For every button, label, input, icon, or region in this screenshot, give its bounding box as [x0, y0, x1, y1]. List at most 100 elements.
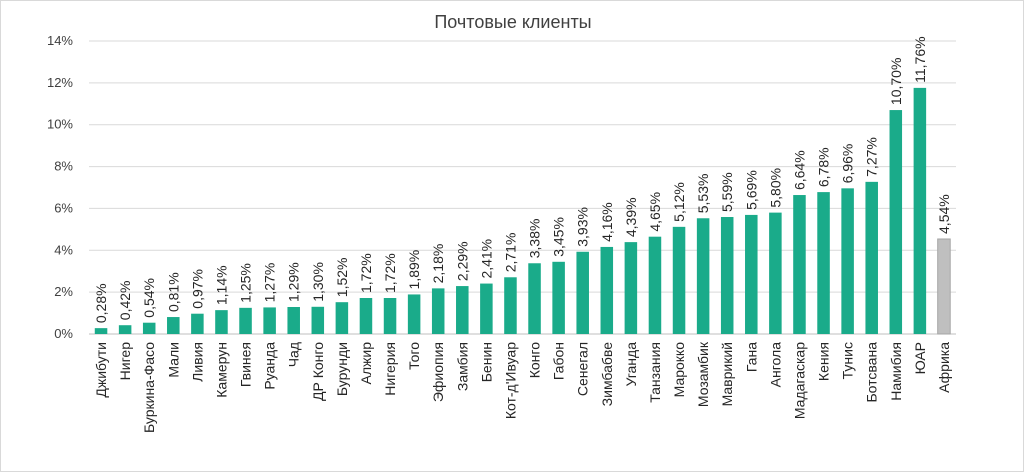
bar [865, 181, 878, 334]
bar [576, 251, 589, 334]
x-tick-label: Мали [165, 342, 181, 378]
x-tick-label: Маврикий [719, 342, 735, 406]
x-tick-label: Африка [936, 342, 952, 393]
x-tick-label: Буркина-Фасо [141, 342, 157, 433]
bar [841, 188, 854, 334]
bar [696, 218, 710, 334]
data-label: 4,54% [936, 194, 952, 234]
y-tick-label: 2% [54, 284, 73, 299]
bars [94, 87, 951, 335]
data-label: 0,28% [93, 283, 109, 323]
bar [793, 195, 806, 334]
bar [624, 242, 638, 334]
data-labels: 0,28% 0,42% 0,54% 0,81% 0,97% 1,14% 1,25% 1,27%… [93, 36, 952, 323]
x-tick-label: Конго [527, 342, 543, 378]
data-label: 4,39% [623, 197, 639, 237]
data-label: 3,45% [551, 217, 567, 257]
data-label: 1,89% [406, 250, 422, 290]
data-label: 1,25% [238, 263, 254, 303]
data-label: 1,27% [262, 263, 278, 303]
data-label: 5,12% [671, 182, 687, 222]
bar [407, 294, 421, 334]
data-label: 4,16% [599, 202, 615, 242]
x-tick-label: Того [406, 342, 422, 370]
data-label: 1,30% [310, 262, 326, 302]
y-tick-label: 14% [47, 33, 73, 48]
bar [191, 313, 204, 334]
data-label: 2,18% [430, 244, 446, 284]
data-label: 10,70% [888, 58, 904, 105]
bar [769, 212, 782, 334]
data-label: 1,72% [358, 253, 374, 293]
bar [287, 307, 300, 334]
bar [504, 277, 517, 334]
x-tick-label: Джибути [93, 342, 109, 398]
x-tick-label: Марокко [671, 342, 687, 398]
data-label: 1,52% [334, 257, 350, 297]
x-tick-label: Мозамбик [695, 341, 711, 407]
x-tick-label: Ангола [767, 342, 783, 388]
data-label: 3,93% [575, 207, 591, 247]
bar [937, 238, 951, 335]
x-tick-label: Мадагаскар [791, 342, 807, 419]
gridlines [89, 40, 956, 335]
x-tick-label: Эфиопия [430, 342, 446, 402]
data-label: 5,69% [743, 170, 759, 210]
x-tick-label: Уганда [623, 342, 639, 387]
data-label: 11,76% [912, 36, 928, 82]
bar [528, 263, 541, 334]
data-label: 0,81% [165, 272, 181, 312]
x-tick-label: Танзания [647, 342, 663, 403]
x-tick-label: Чад [286, 342, 302, 367]
chart-title: Почтовые клиенты [434, 12, 591, 32]
data-label: 6,96% [840, 144, 856, 184]
y-tick-label: 8% [54, 159, 73, 174]
x-tick-label: Намибия [888, 342, 904, 401]
x-tick-label: Ботсвана [864, 342, 880, 403]
x-tick-label: ДР Конго [310, 342, 326, 401]
bar [383, 298, 397, 334]
x-tick-label: Камерун [213, 342, 229, 398]
y-tick-label: 4% [54, 242, 73, 257]
x-tick-label: Руанда [262, 342, 278, 390]
bar [142, 322, 156, 334]
data-label: 6,78% [816, 147, 832, 187]
data-label: 5,53% [695, 174, 711, 214]
x-tick-label: Алжир [358, 342, 374, 385]
bar [239, 307, 252, 334]
bar [431, 288, 445, 334]
x-tick-label: Ливия [189, 342, 205, 382]
y-tick-label: 12% [47, 75, 73, 90]
y-tick-label: 0% [54, 326, 73, 341]
data-label: 7,27% [864, 137, 880, 177]
x-tick-label: Кот-д'Ивуар [502, 342, 518, 419]
x-tick-label: Тунис [840, 342, 856, 379]
data-label: 0,42% [117, 281, 133, 321]
bar [817, 192, 830, 334]
data-label: 3,38% [527, 219, 543, 259]
x-tick-label: Гвинея [238, 342, 254, 387]
bar [167, 317, 180, 334]
x-tick-label: Габон [551, 342, 567, 380]
x-tick-label: Нигерия [382, 342, 398, 396]
data-label: 4,65% [647, 192, 663, 232]
data-label: 5,59% [719, 172, 735, 212]
bar [720, 217, 734, 334]
bar [889, 110, 903, 334]
bar [118, 325, 132, 334]
data-label: 6,64% [791, 150, 807, 190]
bar [311, 306, 325, 334]
bar [600, 246, 614, 334]
x-tick-label: Сенегал [575, 342, 591, 396]
data-label: 1,72% [382, 253, 398, 293]
data-label: 0,54% [141, 278, 157, 318]
x-tick-label: ЮАР [912, 342, 928, 374]
x-tick-label: Нигер [117, 342, 133, 381]
bar [456, 286, 469, 334]
x-tick-label: Бурунди [334, 342, 350, 396]
x-tick-label: Бенин [478, 342, 494, 382]
bar [672, 226, 686, 334]
y-tick-label: 10% [47, 117, 73, 132]
data-label: 0,97% [189, 269, 205, 309]
